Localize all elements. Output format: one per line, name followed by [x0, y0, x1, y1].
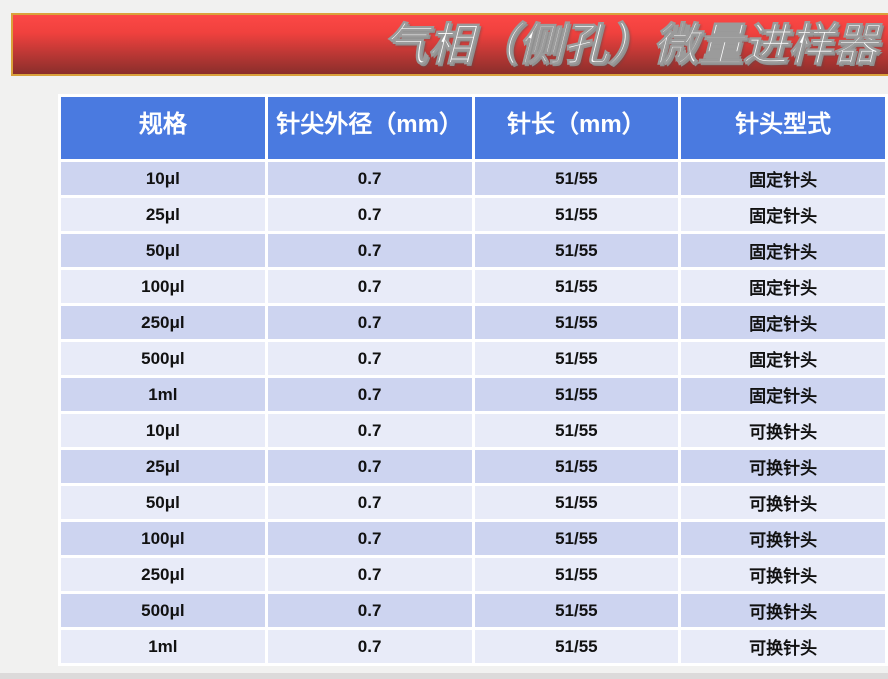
header-row: 规格 针尖外径（mm） 针长（mm） 针头型式 — [61, 97, 885, 159]
table-row: 100μl 0.7 51/55 可换针头 — [61, 522, 885, 555]
cell-needle-type: 固定针头 — [681, 162, 885, 195]
cell-spec: 10μl — [61, 162, 265, 195]
cell-needle-len: 51/55 — [474, 594, 679, 627]
cell-needle-type: 可换针头 — [681, 558, 885, 591]
spec-table-header: 规格 针尖外径（mm） 针长（mm） 针头型式 — [61, 97, 885, 159]
cell-needle-type: 固定针头 — [681, 234, 885, 267]
table-row: 1ml 0.7 51/55 可换针头 — [61, 630, 885, 663]
cell-needle-type: 固定针头 — [681, 378, 885, 411]
table-row: 25μl 0.7 51/55 固定针头 — [61, 198, 885, 231]
cell-needle-len: 51/55 — [474, 234, 679, 267]
cell-tip-od: 0.7 — [267, 378, 472, 411]
cell-needle-type: 固定针头 — [681, 306, 885, 339]
cell-spec: 1ml — [61, 378, 265, 411]
cell-needle-len: 51/55 — [474, 378, 679, 411]
cell-spec: 50μl — [61, 234, 265, 267]
cell-needle-len: 51/55 — [474, 558, 679, 591]
cell-tip-od: 0.7 — [267, 558, 472, 591]
table-row: 1ml 0.7 51/55 固定针头 — [61, 378, 885, 411]
bottom-edge-band — [0, 673, 888, 679]
cell-spec: 25μl — [61, 198, 265, 231]
cell-tip-od: 0.7 — [267, 594, 472, 627]
table-row: 25μl 0.7 51/55 可换针头 — [61, 450, 885, 483]
cell-needle-type: 可换针头 — [681, 630, 885, 663]
cell-needle-len: 51/55 — [474, 270, 679, 303]
cell-tip-od: 0.7 — [267, 162, 472, 195]
column-header-needle-type: 针头型式 — [681, 97, 885, 159]
cell-needle-len: 51/55 — [474, 450, 679, 483]
cell-needle-type: 可换针头 — [681, 594, 885, 627]
title-banner: 气相（侧孔）微量进样器 — [11, 13, 888, 76]
cell-spec: 250μl — [61, 306, 265, 339]
table-row: 50μl 0.7 51/55 固定针头 — [61, 234, 885, 267]
cell-tip-od: 0.7 — [267, 486, 472, 519]
cell-needle-type: 可换针头 — [681, 522, 885, 555]
cell-spec: 1ml — [61, 630, 265, 663]
cell-tip-od: 0.7 — [267, 630, 472, 663]
table-row: 50μl 0.7 51/55 可换针头 — [61, 486, 885, 519]
cell-needle-len: 51/55 — [474, 630, 679, 663]
cell-tip-od: 0.7 — [267, 342, 472, 375]
cell-needle-len: 51/55 — [474, 486, 679, 519]
page-title: 气相（侧孔）微量进样器 — [382, 19, 878, 70]
cell-spec: 10μl — [61, 414, 265, 447]
table-row: 250μl 0.7 51/55 固定针头 — [61, 306, 885, 339]
table-row: 500μl 0.7 51/55 固定针头 — [61, 342, 885, 375]
cell-needle-type: 可换针头 — [681, 414, 885, 447]
cell-needle-len: 51/55 — [474, 342, 679, 375]
cell-needle-type: 可换针头 — [681, 486, 885, 519]
table-row: 10μl 0.7 51/55 可换针头 — [61, 414, 885, 447]
cell-spec: 500μl — [61, 342, 265, 375]
cell-spec: 50μl — [61, 486, 265, 519]
cell-needle-type: 固定针头 — [681, 342, 885, 375]
table-row: 250μl 0.7 51/55 可换针头 — [61, 558, 885, 591]
cell-needle-len: 51/55 — [474, 414, 679, 447]
cell-tip-od: 0.7 — [267, 198, 472, 231]
cell-tip-od: 0.7 — [267, 450, 472, 483]
spec-table-body: 10μl 0.7 51/55 固定针头 25μl 0.7 51/55 固定针头 50μl 0.7 5… — [61, 162, 885, 663]
cell-needle-len: 51/55 — [474, 522, 679, 555]
cell-tip-od: 0.7 — [267, 414, 472, 447]
column-header-needle-len: 针长（mm） — [474, 97, 679, 159]
cell-needle-len: 51/55 — [474, 198, 679, 231]
cell-needle-len: 51/55 — [474, 306, 679, 339]
spec-table: 规格 针尖外径（mm） 针长（mm） 针头型式 10μl 0.7 51/55 固定针头… — [58, 94, 888, 666]
cell-tip-od: 0.7 — [267, 522, 472, 555]
cell-spec: 250μl — [61, 558, 265, 591]
cell-spec: 100μl — [61, 522, 265, 555]
table-row: 10μl 0.7 51/55 固定针头 — [61, 162, 885, 195]
cell-tip-od: 0.7 — [267, 306, 472, 339]
cell-needle-type: 固定针头 — [681, 198, 885, 231]
table-row: 500μl 0.7 51/55 可换针头 — [61, 594, 885, 627]
cell-needle-type: 可换针头 — [681, 450, 885, 483]
column-header-tip-od: 针尖外径（mm） — [267, 97, 472, 159]
column-header-spec: 规格 — [61, 97, 265, 159]
cell-spec: 500μl — [61, 594, 265, 627]
cell-needle-len: 51/55 — [474, 162, 679, 195]
cell-spec: 25μl — [61, 450, 265, 483]
cell-tip-od: 0.7 — [267, 234, 472, 267]
cell-spec: 100μl — [61, 270, 265, 303]
cell-tip-od: 0.7 — [267, 270, 472, 303]
table-row: 100μl 0.7 51/55 固定针头 — [61, 270, 885, 303]
cell-needle-type: 固定针头 — [681, 270, 885, 303]
